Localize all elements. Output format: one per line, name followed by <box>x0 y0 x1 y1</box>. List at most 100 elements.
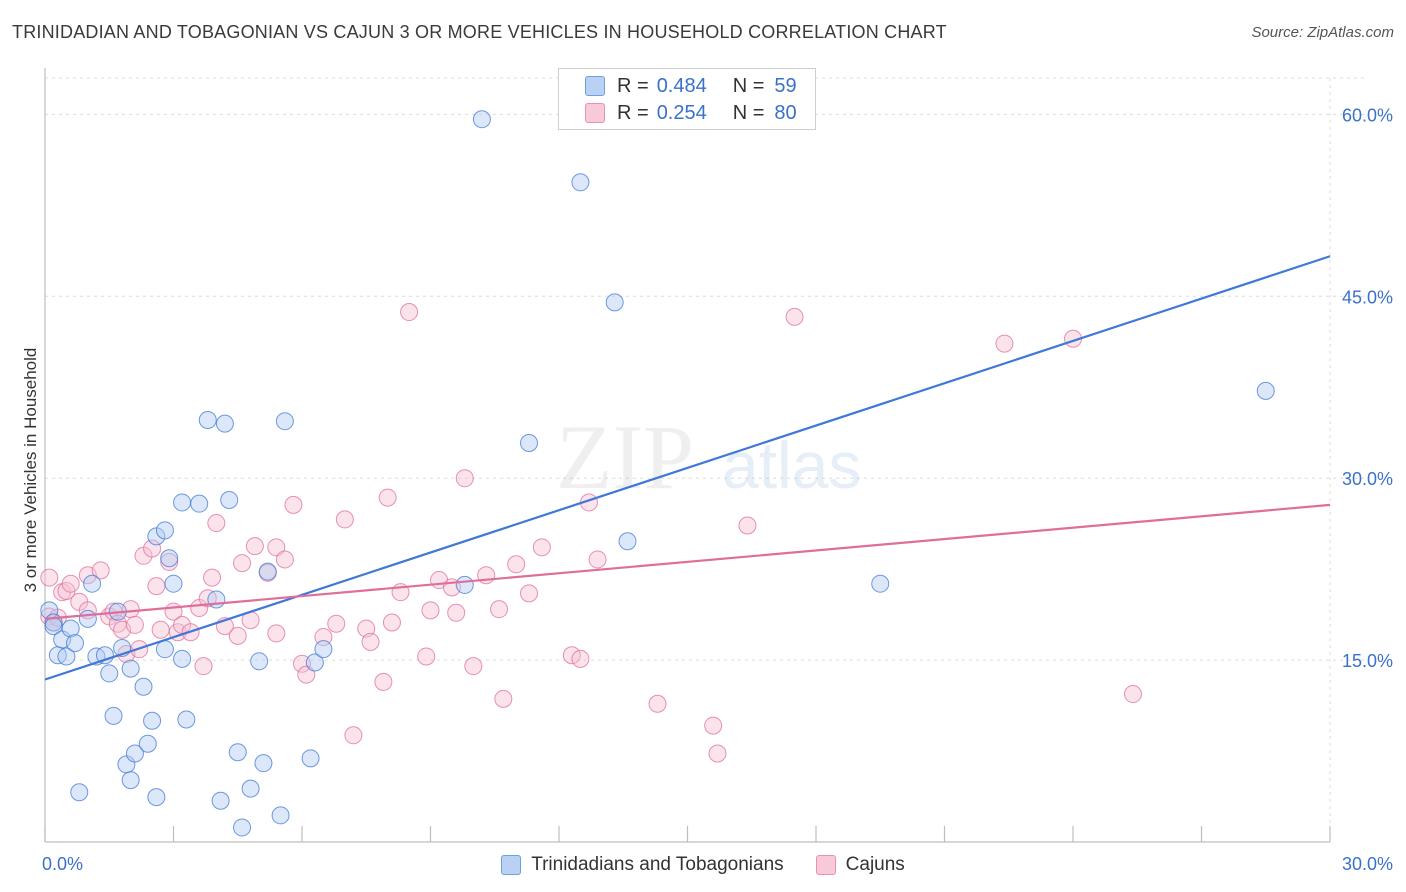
trinidadian-point <box>70 783 89 802</box>
cajun-point <box>738 516 757 535</box>
cajun-point <box>143 539 162 558</box>
trinidadian-point <box>177 710 196 729</box>
blue-swatch-icon <box>501 855 522 875</box>
trinidadian-point <box>215 414 234 433</box>
cajun-point <box>494 689 513 708</box>
cajun-point <box>378 488 397 507</box>
trinidadian-point <box>173 493 192 512</box>
cajun-point <box>151 620 170 639</box>
watermark-atlas: atlas <box>722 428 861 502</box>
trinidadian-point <box>134 677 153 696</box>
blue-n-value: 59 <box>774 74 797 97</box>
cajun-point <box>571 649 590 668</box>
trinidadian-point <box>520 434 539 453</box>
trinidadian-point <box>198 410 217 429</box>
cajun-point <box>344 726 363 745</box>
cajun-point <box>267 624 286 643</box>
cajun-point <box>335 510 354 529</box>
trinidadian-point <box>871 574 890 593</box>
cajun-point <box>532 538 551 557</box>
trinidadian-point <box>125 744 144 763</box>
pink-swatch-icon <box>585 103 605 123</box>
legend-label-cajuns: Cajuns <box>845 854 905 875</box>
pink-r-value: 0.254 <box>656 101 707 124</box>
trinidadian-point <box>220 491 239 510</box>
r-label: R = <box>617 74 649 97</box>
cajun-point <box>421 601 440 620</box>
watermark: ZIP atlas <box>556 406 861 508</box>
n-label: N = <box>732 74 765 97</box>
cajun-point <box>91 561 110 580</box>
y-tick-label: 60.0% <box>1342 105 1393 125</box>
cajun-point <box>704 716 723 735</box>
cajun-point <box>382 613 401 632</box>
cajun-point <box>490 600 509 619</box>
cajun-point <box>417 647 436 666</box>
cajun-point <box>361 632 380 651</box>
legend-item-trinidadians[interactable]: Trinidadians and Tobagonians <box>501 854 784 876</box>
trinidadian-point <box>160 549 179 568</box>
trinidadian-point <box>190 494 209 513</box>
source-credit: Source: ZipAtlas.com <box>1251 24 1394 41</box>
x-tick-label-max: 30.0% <box>1342 854 1393 874</box>
trinidadian-point <box>57 647 76 666</box>
cajun-point <box>125 615 144 634</box>
cajun-point <box>357 619 376 638</box>
pink-n-value: 80 <box>774 101 797 124</box>
cajun-point <box>374 672 393 691</box>
trinidadian-point <box>83 574 102 593</box>
cajun-point <box>507 555 526 574</box>
trinidadian-point <box>275 412 294 431</box>
y-tick-label: 30.0% <box>1342 469 1393 489</box>
cajun-point <box>588 550 607 569</box>
trinidadian-point <box>571 173 590 192</box>
pink-swatch-icon <box>815 855 836 875</box>
trinidadian-point <box>61 619 80 638</box>
cajun-point <box>293 654 311 673</box>
x-tick-label-min: 0.0% <box>42 854 83 874</box>
r-label: R = <box>617 101 649 124</box>
trinidadian-point <box>314 640 333 659</box>
trinidadian-point <box>138 734 157 753</box>
tick-labels: 15.0% 30.0% 45.0% 60.0% 0.0% 30.0% <box>42 105 1393 874</box>
n-label: N = <box>732 101 765 124</box>
chart-title: TRINIDADIAN AND TOBAGONIAN VS CAJUN 3 OR… <box>12 22 947 42</box>
trinidadian-point <box>1256 381 1275 400</box>
y-tick-label: 45.0% <box>1342 287 1393 307</box>
cajun-point <box>520 584 539 603</box>
cajun-point <box>203 568 222 587</box>
trinidadian-point <box>155 640 174 659</box>
trinidadian-point <box>228 743 247 762</box>
cajun-point <box>40 568 59 587</box>
legend-label-trinidadians: Trinidadians and Tobagonians <box>531 854 784 875</box>
correlation-legend: R = 0.484 N = 59 R = 0.254 N = 80 <box>558 68 816 130</box>
blue-swatch-icon <box>585 76 605 96</box>
trinidadian-point <box>100 664 119 683</box>
cajun-point <box>995 334 1014 353</box>
cajun-point <box>61 574 80 593</box>
y-tick-label: 15.0% <box>1342 651 1393 671</box>
trinidadian-point <box>254 754 273 773</box>
cajun-point <box>233 554 252 573</box>
cajun-point <box>447 603 466 622</box>
trinidadian-point <box>147 788 166 807</box>
cajun-point <box>1123 685 1142 704</box>
trinidadian-point <box>155 521 174 540</box>
trinidadian-point <box>301 749 320 768</box>
cajun-point <box>648 694 667 713</box>
legend-item-cajuns[interactable]: Cajuns <box>815 854 905 876</box>
trinidadian-point <box>605 293 624 312</box>
trinidadian-trend-line <box>44 255 1331 681</box>
axes <box>44 68 1331 843</box>
trinidadian-point <box>143 711 162 730</box>
cajun-point <box>207 514 226 533</box>
trinidadian-point <box>455 575 474 594</box>
trinidadian-point <box>472 110 491 129</box>
trinidadian-point <box>65 634 84 653</box>
trinidadian-point <box>233 818 252 837</box>
trinidadian-point <box>78 609 97 628</box>
trinidadian-point <box>211 791 230 810</box>
cajun-point <box>464 657 483 676</box>
watermark-zip: ZIP <box>556 406 694 508</box>
trinidadian-point <box>164 574 183 593</box>
